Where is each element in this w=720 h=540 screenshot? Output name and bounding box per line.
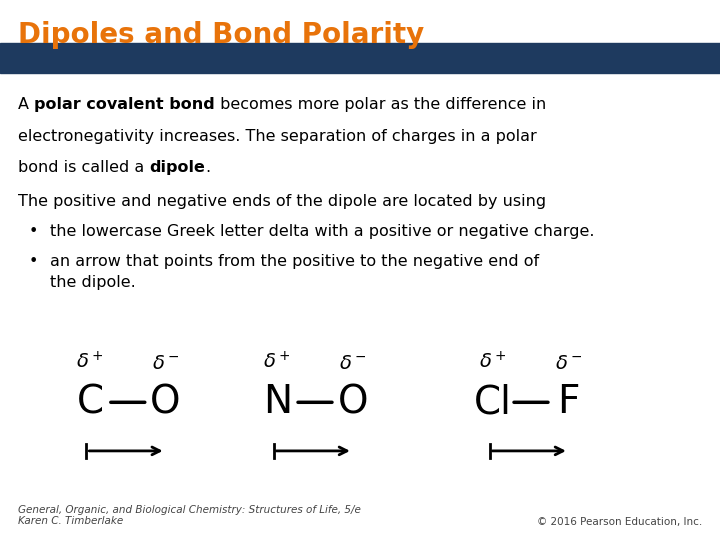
Text: the lowercase Greek letter delta with a positive or negative charge.: the lowercase Greek letter delta with a … (50, 224, 595, 239)
Text: $\delta^-$: $\delta^-$ (339, 355, 366, 373)
Text: $\delta^-$: $\delta^-$ (555, 355, 582, 373)
Text: N: N (263, 383, 292, 421)
Text: O: O (150, 383, 181, 421)
Text: $\delta^+$: $\delta^+$ (480, 352, 507, 373)
Text: Cl: Cl (474, 383, 512, 421)
Text: C: C (76, 383, 104, 421)
Text: •: • (29, 224, 38, 239)
Text: © 2016 Pearson Education, Inc.: © 2016 Pearson Education, Inc. (536, 516, 702, 526)
Text: F: F (557, 383, 580, 421)
Text: A: A (18, 97, 34, 112)
Text: $\delta^+$: $\delta^+$ (76, 352, 104, 373)
Text: electronegativity increases. The separation of charges in a polar: electronegativity increases. The separat… (18, 129, 536, 144)
Text: polar covalent bond: polar covalent bond (34, 97, 215, 112)
Text: $\delta^-$: $\delta^-$ (152, 355, 179, 373)
Text: an arrow that points from the positive to the negative end of: an arrow that points from the positive t… (50, 254, 539, 269)
Text: The positive and negative ends of the dipole are located by using: The positive and negative ends of the di… (18, 194, 546, 210)
Text: bond is called a: bond is called a (18, 160, 149, 175)
Text: General, Organic, and Biological Chemistry: Structures of Life, 5/e
Karen C. Tim: General, Organic, and Biological Chemist… (18, 505, 361, 526)
Text: .: . (205, 160, 210, 175)
Text: Dipoles and Bond Polarity: Dipoles and Bond Polarity (18, 21, 424, 49)
Text: $\delta^+$: $\delta^+$ (264, 352, 291, 373)
Text: dipole: dipole (149, 160, 205, 175)
Text: the dipole.: the dipole. (50, 275, 136, 291)
Text: •: • (29, 254, 38, 269)
Text: becomes more polar as the difference in: becomes more polar as the difference in (215, 97, 546, 112)
Bar (0, 43, 720, 73)
Text: O: O (338, 383, 368, 421)
